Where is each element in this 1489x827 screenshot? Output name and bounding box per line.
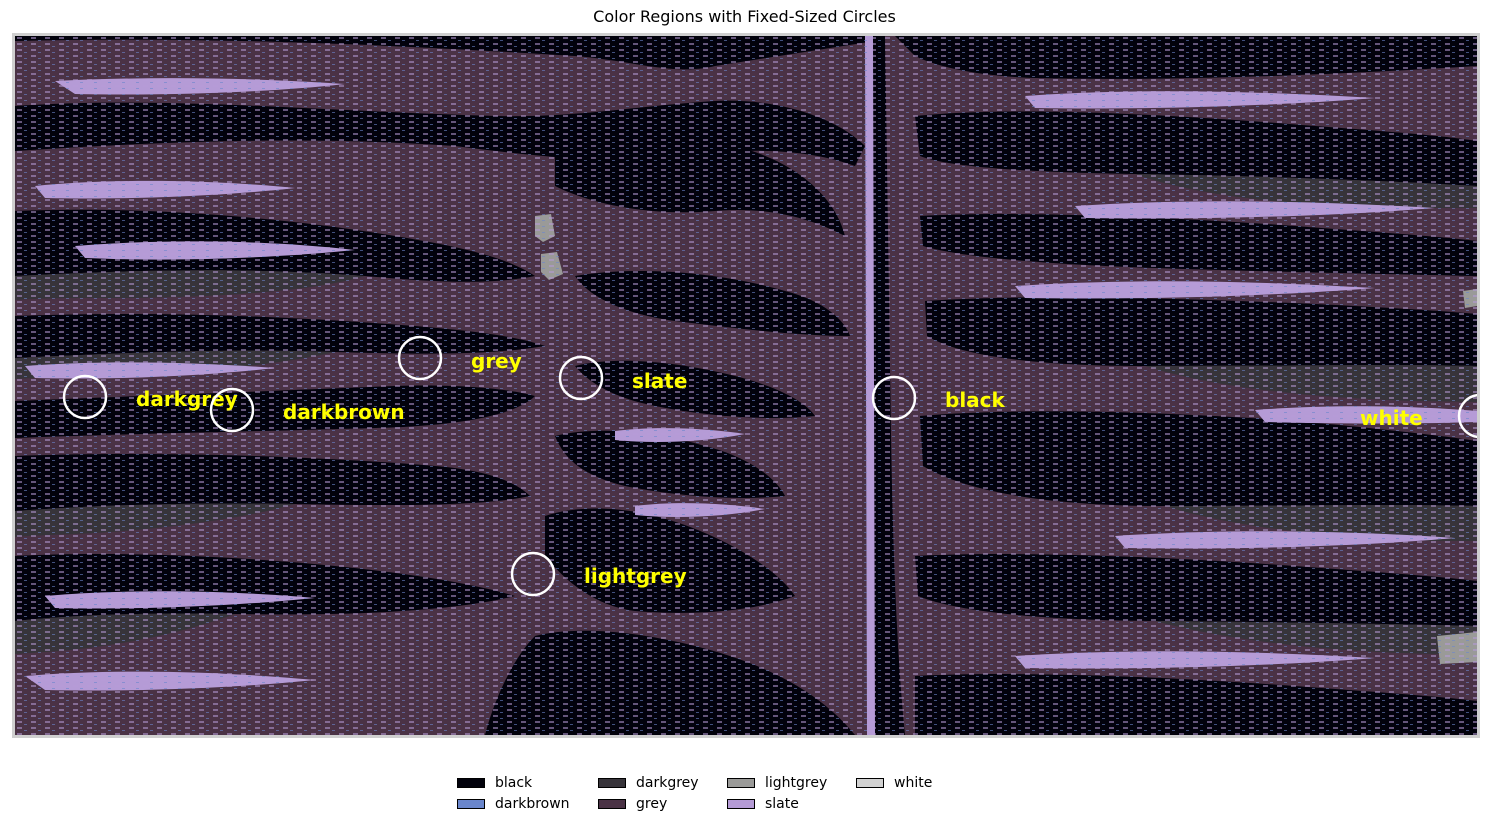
marker-label-slate: slate (632, 369, 687, 393)
legend-item-darkgrey: darkgrey (598, 773, 699, 793)
legend-label-darkgrey: darkgrey (636, 775, 699, 791)
legend-item-darkbrown: darkbrown (457, 794, 570, 814)
legend-item-grey: grey (598, 794, 667, 814)
marker-circle-black (871, 375, 917, 421)
legend-item-slate: slate (727, 794, 799, 814)
marker-label-grey: grey (471, 349, 522, 373)
legend-swatch-grey (598, 799, 626, 809)
legend-label-lightgrey: lightgrey (765, 775, 828, 791)
marker-circle-grey (397, 335, 443, 381)
marker-circle-darkbrown (209, 387, 255, 433)
legend-label-black: black (495, 775, 533, 791)
legend-swatch-black (457, 778, 485, 788)
legend-label-white: white (894, 775, 933, 791)
legend-item-lightgrey: lightgrey (727, 773, 827, 793)
legend-label-slate: slate (765, 796, 799, 812)
speckle-texture (15, 36, 1477, 735)
marker-label-black: black (945, 388, 1006, 412)
marker-label-darkbrown: darkbrown (283, 400, 405, 424)
legend-item-white: white (856, 773, 932, 793)
legend-swatch-lightgrey (727, 778, 755, 788)
legend-swatch-darkgrey (598, 778, 626, 788)
legend-label-darkbrown: darkbrown (495, 796, 570, 812)
marker-circle-slate (558, 355, 604, 401)
legend-swatch-slate (727, 799, 755, 809)
markers-layer: darkgreydarkbrowngreyslateblackwhiteligh… (62, 335, 1477, 597)
legend-swatch-darkbrown (457, 799, 485, 809)
segmented-image-panel: darkgrey darkbrown grey slate black white ligh… (12, 33, 1480, 738)
segmented-image: darkgreydarkbrowngreyslateblackwhiteligh… (15, 36, 1477, 735)
marker-circle-white (1457, 393, 1477, 439)
legend: black darkbrown darkgrey grey lightgrey slate… (457, 775, 1057, 815)
marker-circle-lightgrey (510, 551, 556, 597)
marker-circle-darkgrey (62, 374, 108, 420)
legend-item-black: black (457, 773, 532, 793)
marker-label-lightgrey: lightgrey (584, 564, 687, 588)
marker-label-white: white (1360, 406, 1423, 430)
figure-title: Color Regions with Fixed-Sized Circles (593, 7, 896, 26)
legend-label-grey: grey (636, 796, 668, 812)
legend-swatch-white (856, 778, 884, 788)
